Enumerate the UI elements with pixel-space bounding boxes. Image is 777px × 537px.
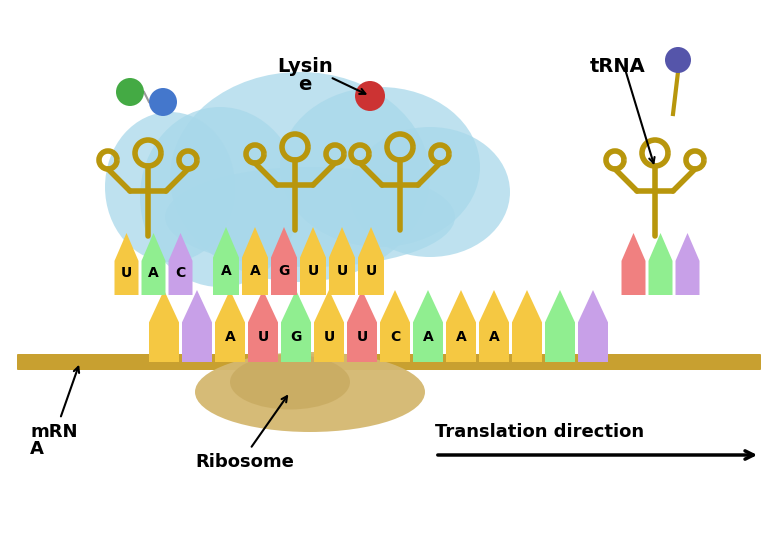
Text: A: A — [249, 264, 260, 278]
Ellipse shape — [140, 107, 300, 287]
Circle shape — [149, 88, 177, 116]
Circle shape — [355, 81, 385, 111]
Ellipse shape — [350, 127, 510, 257]
Text: A: A — [489, 330, 500, 344]
Polygon shape — [675, 233, 699, 295]
Polygon shape — [114, 233, 138, 295]
Text: mRN: mRN — [30, 423, 78, 441]
Ellipse shape — [280, 87, 480, 247]
Circle shape — [116, 78, 144, 106]
Ellipse shape — [105, 112, 235, 262]
FancyBboxPatch shape — [17, 354, 761, 370]
Polygon shape — [512, 290, 542, 362]
Polygon shape — [347, 290, 377, 362]
Polygon shape — [215, 290, 245, 362]
Text: U: U — [257, 330, 269, 344]
Text: G: G — [278, 264, 290, 278]
Text: A: A — [148, 266, 159, 280]
Polygon shape — [314, 290, 344, 362]
Ellipse shape — [230, 354, 350, 410]
Polygon shape — [380, 290, 410, 362]
Polygon shape — [213, 227, 239, 295]
Text: tRNA: tRNA — [590, 57, 646, 76]
Polygon shape — [149, 290, 179, 362]
Text: U: U — [357, 330, 368, 344]
Circle shape — [665, 47, 691, 73]
Text: U: U — [365, 264, 377, 278]
Polygon shape — [141, 233, 166, 295]
Polygon shape — [281, 290, 311, 362]
Text: e: e — [298, 75, 312, 93]
Polygon shape — [622, 233, 646, 295]
Text: U: U — [323, 330, 335, 344]
Text: Ribosome: Ribosome — [195, 453, 294, 471]
Text: C: C — [390, 330, 400, 344]
Text: A: A — [423, 330, 434, 344]
Ellipse shape — [165, 167, 455, 267]
Polygon shape — [479, 290, 509, 362]
Text: A: A — [30, 440, 44, 458]
Polygon shape — [169, 233, 193, 295]
Polygon shape — [248, 290, 278, 362]
Polygon shape — [358, 227, 384, 295]
Text: Lysin: Lysin — [277, 57, 333, 76]
Polygon shape — [242, 227, 268, 295]
Polygon shape — [649, 233, 673, 295]
Text: Translation direction: Translation direction — [435, 423, 644, 441]
Text: C: C — [176, 266, 186, 280]
Text: U: U — [308, 264, 319, 278]
Polygon shape — [182, 290, 212, 362]
Text: A: A — [221, 264, 232, 278]
Ellipse shape — [170, 72, 430, 282]
Polygon shape — [578, 290, 608, 362]
Text: U: U — [336, 264, 347, 278]
Ellipse shape — [195, 352, 425, 432]
Text: U: U — [121, 266, 132, 280]
Polygon shape — [545, 290, 575, 362]
Polygon shape — [271, 227, 297, 295]
Text: A: A — [225, 330, 235, 344]
Polygon shape — [329, 227, 355, 295]
Polygon shape — [413, 290, 443, 362]
Polygon shape — [446, 290, 476, 362]
Text: A: A — [455, 330, 466, 344]
Text: G: G — [291, 330, 301, 344]
Polygon shape — [300, 227, 326, 295]
